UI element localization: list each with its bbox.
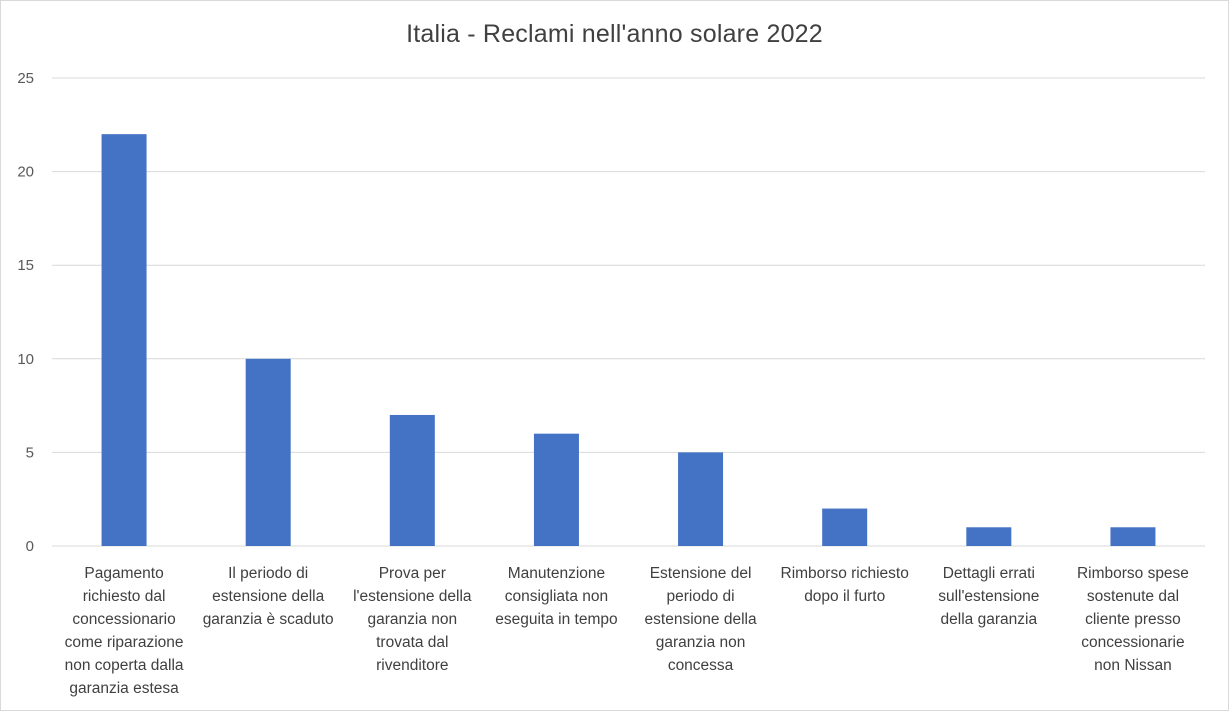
x-category-label-line: Rimborso richiesto	[781, 565, 909, 582]
x-category-label: Rimborso spese sostenute dal cliente press…	[1077, 565, 1189, 674]
gridlines	[52, 77, 1205, 547]
y-tick-label: 15	[17, 257, 34, 274]
x-category-label-line: garanzia è scaduto	[203, 611, 334, 628]
x-category-label: Rimborso richiesto dopo il furto	[781, 565, 909, 605]
bar-8	[1110, 527, 1156, 546]
y-tick-label: 25	[17, 70, 34, 87]
chart-title: Italia - Reclami nell'anno solare 2022	[406, 20, 823, 48]
x-category-label-line: concessionarie	[1081, 634, 1184, 651]
x-category-label-line: non coperta dalla	[65, 657, 184, 674]
x-category-label-line: garanzia non	[368, 611, 458, 628]
y-axis-tick-labels: 0 5 10 15 20 25	[17, 70, 34, 555]
x-category-label-line: consigliata non	[505, 588, 608, 605]
x-category-label-line: estensione della	[212, 588, 324, 605]
x-category-label: Prova per l'estensione della garanzia non t…	[353, 565, 472, 674]
x-category-label-line: eseguita in tempo	[495, 611, 617, 628]
x-category-label: Dettagli errati sull'estensione della gara…	[938, 565, 1039, 628]
x-category-label-line: garanzia estesa	[69, 680, 179, 697]
x-category-label: Manutenzione consigliata non eseguita in t…	[495, 565, 617, 628]
x-axis-category-labels: Pagamento richiesto dal concessionario come…	[65, 565, 1189, 697]
x-category-label-line: sostenute dal	[1087, 588, 1179, 605]
y-tick-label: 0	[26, 538, 34, 555]
x-category-label-line: rivenditore	[376, 657, 448, 674]
x-category-label-line: Prova per	[379, 565, 446, 582]
x-category-label-line: della garanzia	[941, 611, 1038, 628]
x-category-label-line: concessa	[668, 657, 734, 674]
bar-4	[533, 433, 579, 546]
x-category-label: Estensione del periodo di estensione della…	[645, 565, 757, 674]
bar-2	[245, 358, 291, 546]
bar-6	[822, 508, 868, 546]
bar-5	[678, 452, 724, 546]
x-category-label: Pagamento richiesto dal concessionario come…	[65, 565, 184, 697]
x-category-label-line: non Nissan	[1094, 657, 1172, 674]
y-tick-label: 10	[17, 351, 34, 368]
x-category-label-line: concessionario	[72, 611, 175, 628]
x-category-label-line: richiesto dal	[83, 588, 166, 605]
y-tick-label: 5	[26, 444, 34, 461]
x-category-label-line: cliente presso	[1085, 611, 1181, 628]
x-category-label-line: come riparazione	[65, 634, 184, 651]
bar-1	[101, 134, 147, 546]
x-category-label-line: l'estensione della	[353, 588, 472, 605]
x-category-label-line: Dettagli errati	[943, 565, 1035, 582]
x-category-label: Il periodo di estensione della garanzia è …	[203, 565, 334, 628]
x-category-label-line: Manutenzione	[508, 565, 605, 582]
x-category-label-line: estensione della	[645, 611, 757, 628]
x-category-label-line: Pagamento	[84, 565, 163, 582]
x-category-label-line: garanzia non	[656, 634, 746, 651]
bar-3	[389, 414, 435, 546]
x-category-label-line: Il periodo di	[228, 565, 308, 582]
x-category-label-line: Rimborso spese	[1077, 565, 1189, 582]
y-tick-label: 20	[17, 164, 34, 181]
x-category-label-line: Estensione del	[650, 565, 752, 582]
x-category-label-line: trovata dal	[376, 634, 448, 651]
x-category-label-line: dopo il furto	[804, 588, 885, 605]
x-category-label-line: sull'estensione	[938, 588, 1039, 605]
bars	[101, 134, 1156, 546]
bar-7	[966, 527, 1012, 546]
x-category-label-line: periodo di	[667, 588, 735, 605]
